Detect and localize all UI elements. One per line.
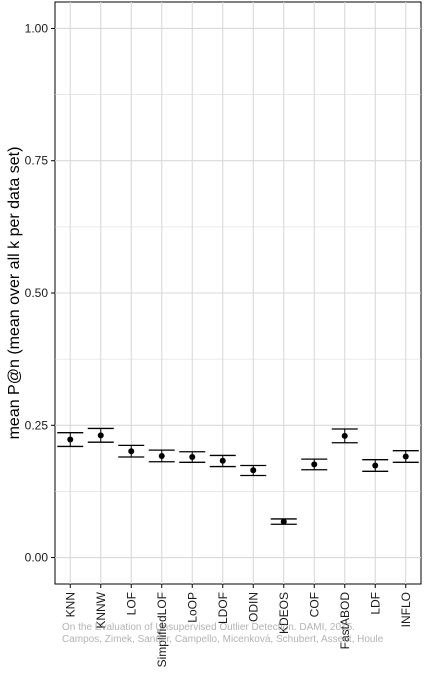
errorbar-KNN <box>57 432 84 448</box>
mean-point <box>189 454 196 461</box>
x-tick-label: LOF <box>124 592 138 615</box>
errorbar-ODIN <box>240 464 267 477</box>
mean-point <box>311 461 318 468</box>
y-tick-label: 1.00 <box>25 21 49 35</box>
x-tick-label: KNN <box>63 592 77 617</box>
mean-point <box>250 467 257 474</box>
x-tick-label: COF <box>307 592 321 617</box>
grid-lines <box>55 2 421 584</box>
errorbar-COF <box>301 458 328 471</box>
errorbar-SimplifiedLOF <box>148 449 175 463</box>
y-axis-title: mean P@n (mean over all k per data set) <box>6 147 23 440</box>
errorbar-FastABOD <box>331 428 358 444</box>
x-tick-label: FastABOD <box>338 592 352 650</box>
y-tick-label: 0.50 <box>25 286 49 300</box>
error-bars <box>57 427 419 525</box>
errorbar-LoOP <box>179 451 206 463</box>
errorbar-LDF <box>362 459 389 472</box>
mean-point <box>372 462 379 469</box>
x-tick-label: LoOP <box>185 592 199 623</box>
errorbar-INFLO <box>392 450 419 463</box>
mean-point <box>402 453 409 460</box>
x-tick-label: LDF <box>368 592 382 615</box>
x-tick-label: INFLO <box>399 592 413 627</box>
mean-point <box>158 452 165 459</box>
x-tick-label: SimplifiedLOF <box>155 592 169 667</box>
y-tick-label: 0.00 <box>25 551 49 565</box>
errorbar-LDOF <box>209 454 236 468</box>
mean-point <box>97 432 104 439</box>
x-tick-label: LDOF <box>216 592 230 624</box>
mean-point <box>219 457 226 464</box>
mean-point <box>280 518 287 525</box>
y-tick-label: 0.75 <box>25 154 49 168</box>
mean-point <box>341 432 348 439</box>
errorbar-KDEOS <box>270 518 297 525</box>
y-axis: 0.00 0.25 0.50 0.75 1.00 <box>25 21 55 565</box>
mean-point <box>128 448 135 455</box>
x-tick-label: KDEOS <box>277 592 291 634</box>
x-tick-label: KNNW <box>94 591 108 628</box>
x-tick-label: ODIN <box>246 592 260 622</box>
errorbar-KNNW <box>87 427 114 443</box>
mean-point <box>67 436 74 443</box>
x-axis: KNN KNNW LOF SimplifiedLOF LoOP LDOF ODIN KDEOS… <box>63 584 413 667</box>
errorbar-LOF <box>118 444 145 458</box>
y-tick-label: 0.25 <box>25 418 49 432</box>
